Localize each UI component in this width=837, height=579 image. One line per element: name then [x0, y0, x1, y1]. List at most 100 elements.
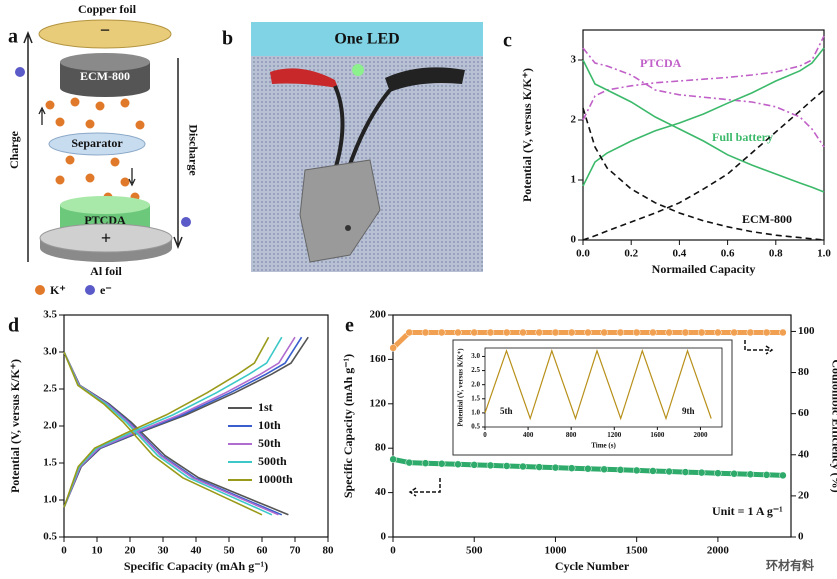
point [486, 461, 495, 470]
legend-label: 10th [258, 418, 281, 432]
point [454, 460, 462, 469]
series-line [582, 35, 825, 121]
point [551, 463, 560, 472]
series-line [484, 348, 712, 421]
y-tick-label: 1.0 [43, 494, 57, 506]
x-tick-label: 70 [290, 544, 302, 556]
point [535, 328, 543, 337]
x-tick-label: 1600 [650, 431, 665, 439]
x-tick-label: 500 [466, 544, 483, 556]
photo-caption: One LED [334, 31, 399, 48]
legend-ion [35, 285, 45, 295]
x-tick-label: 0 [61, 544, 67, 556]
y-tick-label: 3.0 [471, 352, 480, 360]
series-label: PTCDA [640, 56, 682, 70]
point [389, 344, 397, 352]
x-tick-label: 40 [191, 544, 203, 556]
black-clip [385, 67, 465, 92]
series-line [63, 351, 283, 516]
series-line [582, 107, 825, 241]
y-tick-label: 2 [571, 114, 577, 126]
discharge-arrow [173, 58, 183, 250]
point [746, 470, 755, 479]
al-foil [39, 223, 173, 253]
point [697, 328, 706, 337]
y-tick-label: 2.0 [43, 420, 57, 432]
x-tick-label: 1500 [626, 544, 649, 556]
series-line [63, 351, 273, 516]
series-line [582, 47, 825, 187]
x-tick-label: 0 [390, 544, 396, 556]
x-axis-label: Cycle Number [555, 559, 630, 573]
device [299, 159, 381, 263]
panel-a: a Copper foil − ECM-800 Separator PTCDA … [7, 2, 201, 297]
plot-frame [392, 314, 792, 538]
point [454, 328, 462, 337]
watermark: 环材有料 [766, 558, 814, 573]
panel-letter: a [8, 26, 18, 48]
y-tick-label: 2.5 [471, 366, 480, 374]
annotation: 5th [500, 406, 513, 416]
point [584, 464, 592, 473]
x-tick-label: 30 [158, 544, 170, 556]
point [600, 465, 608, 474]
y-axis-label: Potential (V, versus K/K⁺) [8, 359, 22, 493]
al-foil-label: Al foil [90, 264, 122, 278]
point [616, 466, 625, 474]
y-tick-label: 2.5 [43, 383, 57, 395]
series-line [63, 351, 263, 516]
point [470, 328, 478, 337]
panel-letter: d [8, 315, 19, 337]
x-tick-label: 0.8 [769, 247, 783, 259]
electron [181, 217, 191, 227]
point [681, 328, 690, 337]
anode-top [60, 53, 150, 71]
photo [251, 22, 483, 272]
legend-electron-label: e⁻ [100, 283, 112, 297]
inset-background [452, 339, 733, 456]
separator-label: Separator [71, 136, 123, 150]
point [551, 328, 560, 337]
point [649, 328, 657, 337]
x-tick-label: 1000 [544, 544, 567, 556]
y-tick-label: 1 [571, 174, 577, 186]
y2-tick-label: 20 [798, 489, 810, 501]
point [616, 328, 625, 337]
cathode-top [60, 196, 150, 214]
y-tick-label: 40 [375, 486, 387, 498]
x-tick-label: 0.4 [673, 247, 687, 259]
y2-tick-label: 0 [798, 531, 804, 543]
point [649, 467, 657, 475]
y-tick-label: 80 [375, 442, 387, 454]
point [502, 328, 511, 337]
point [730, 469, 738, 478]
y-tick-label: 120 [370, 397, 387, 409]
y-tick-label: 0 [571, 234, 577, 246]
point [584, 328, 592, 337]
y2-tick-label: 100 [798, 325, 815, 337]
y-tick-label: 1.5 [43, 457, 57, 469]
x-tick-label: 0.0 [576, 247, 590, 259]
plot-frame [582, 29, 825, 241]
series-line [63, 336, 296, 508]
series-line [582, 89, 825, 241]
point [697, 468, 706, 477]
copper-foil-label: Copper foil [78, 2, 137, 16]
y2-tick-label: 80 [798, 366, 810, 378]
x-tick-label: 10 [92, 544, 104, 556]
anode-body [60, 62, 150, 97]
point [535, 463, 543, 471]
legend-ion-label: K⁺ [50, 283, 66, 297]
ion-arrows [38, 106, 136, 187]
series-line [582, 47, 825, 148]
separator [48, 132, 146, 156]
series-label: ECM-800 [742, 212, 792, 226]
wires [333, 85, 392, 171]
point [502, 462, 511, 470]
y-tick-label: 160 [370, 353, 387, 365]
y-tick-label: 1.5 [471, 394, 480, 402]
point [665, 328, 673, 337]
y-tick-label: 0.5 [471, 423, 480, 431]
point [519, 328, 527, 337]
x-axis-label: Normailed Capacity [652, 262, 756, 276]
